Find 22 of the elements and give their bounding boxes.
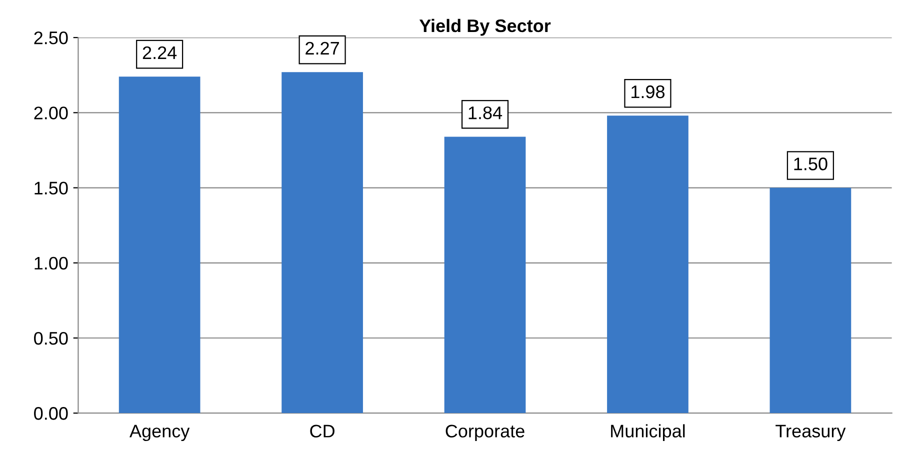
y-tick-label: 0.50 — [34, 332, 68, 345]
x-tick-label: Municipal — [611, 424, 685, 442]
y-tick-label: 2.50 — [34, 31, 68, 44]
data-label: 2.24 — [142, 46, 177, 59]
bar — [770, 188, 852, 414]
y-tick-label: 0.00 — [34, 407, 68, 420]
y-tick-label: 1.50 — [34, 182, 68, 194]
y-tick-label: 2.00 — [34, 106, 68, 120]
x-tick-label: Agency — [130, 424, 190, 442]
data-label: 1.84 — [468, 106, 502, 120]
x-tick-label: Corporate — [446, 424, 524, 442]
chart-title: Yield By Sector — [419, 18, 551, 36]
bar — [444, 136, 526, 414]
bar — [282, 72, 363, 414]
x-tick-label: Treasury — [776, 424, 846, 442]
x-tick-label: CD — [310, 424, 334, 438]
y-tick-label: 1.00 — [34, 256, 68, 270]
data-label: 1.98 — [632, 85, 665, 98]
data-label: 2.27 — [306, 42, 339, 54]
data-label: 1.50 — [794, 158, 828, 170]
bar — [118, 76, 200, 414]
bar — [607, 116, 688, 414]
